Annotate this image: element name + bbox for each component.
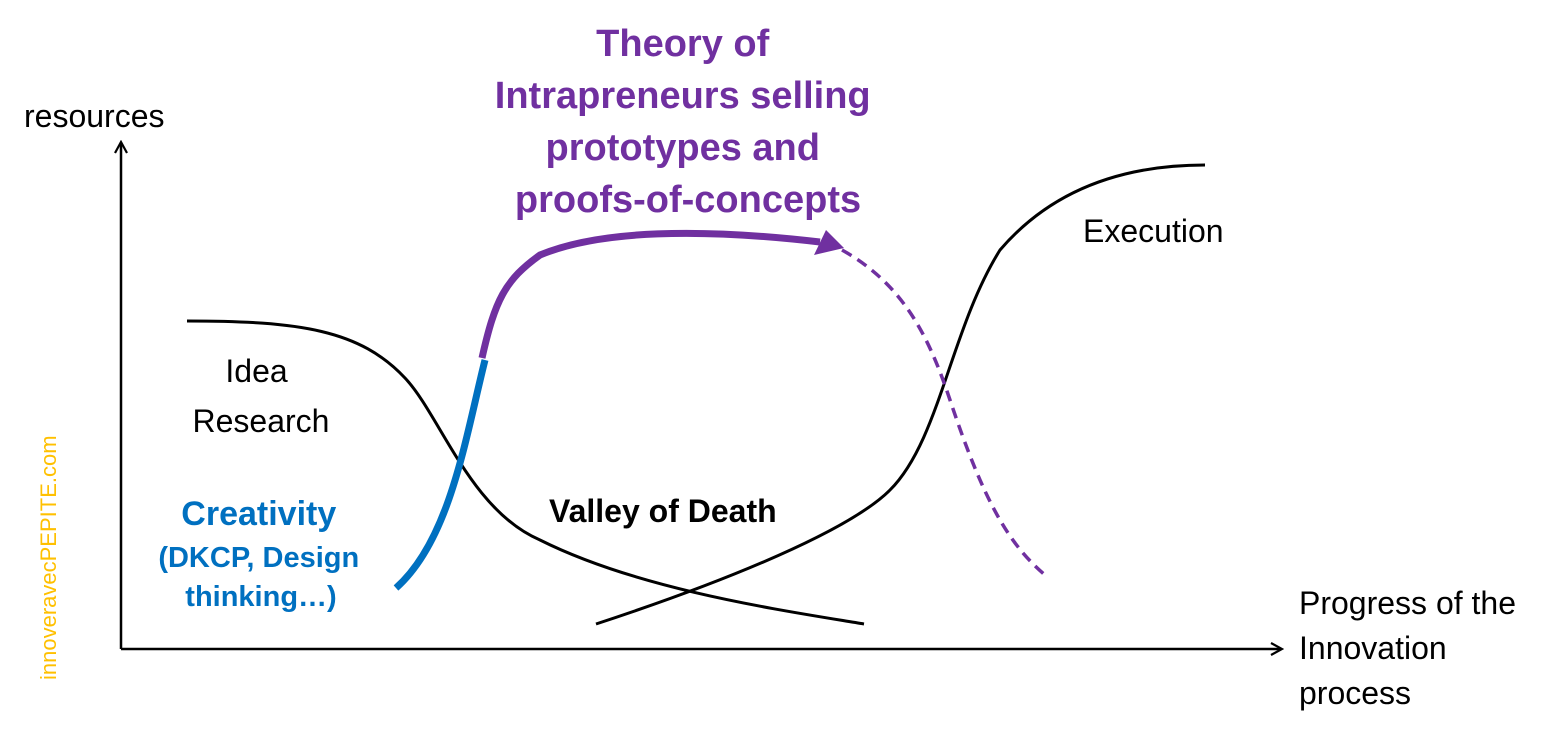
watermark: innoveravecPEPITE.com — [36, 435, 61, 680]
execution-label: Execution — [1083, 213, 1224, 249]
creativity-detail-line-2: thinking…) — [185, 581, 336, 613]
idea-research-line-2: Research — [193, 403, 330, 439]
execution-curve — [595, 163, 1206, 626]
x-axis-label: Progress of the Innovation process — [1299, 585, 1525, 711]
title-line-1: Theory of — [596, 23, 769, 65]
idea-research-line-1: Idea — [225, 353, 287, 389]
intrapreneurs-curve — [478, 229, 821, 359]
diagram-title: Theory of Intrapreneurs selling prototyp… — [495, 23, 881, 221]
x-axis-label-line-3: process — [1299, 675, 1411, 711]
creativity-curve — [393, 359, 489, 591]
idea-research-label: Idea Research — [193, 353, 330, 439]
creativity-title: Creativity — [181, 495, 336, 533]
intrapreneurs-dashed-curve — [841, 248, 1047, 577]
intrapreneurs-arrowhead — [814, 230, 844, 255]
title-line-2: Intrapreneurs selling — [495, 75, 871, 117]
x-axis-label-line-1: Progress of the — [1299, 585, 1516, 621]
title-line-3: prototypes and — [545, 127, 819, 169]
idea-research-curve — [186, 319, 865, 626]
creativity-label: Creativity (DKCP, Design thinking…) — [158, 495, 363, 613]
title-line-4: proofs-of-concepts — [515, 179, 861, 221]
x-axis-label-line-2: Innovation — [1299, 630, 1447, 666]
creativity-detail-line-1: (DKCP, Design — [158, 542, 359, 574]
valley-of-death-label: Valley of Death — [549, 493, 777, 529]
y-axis-label: resources — [24, 98, 165, 134]
